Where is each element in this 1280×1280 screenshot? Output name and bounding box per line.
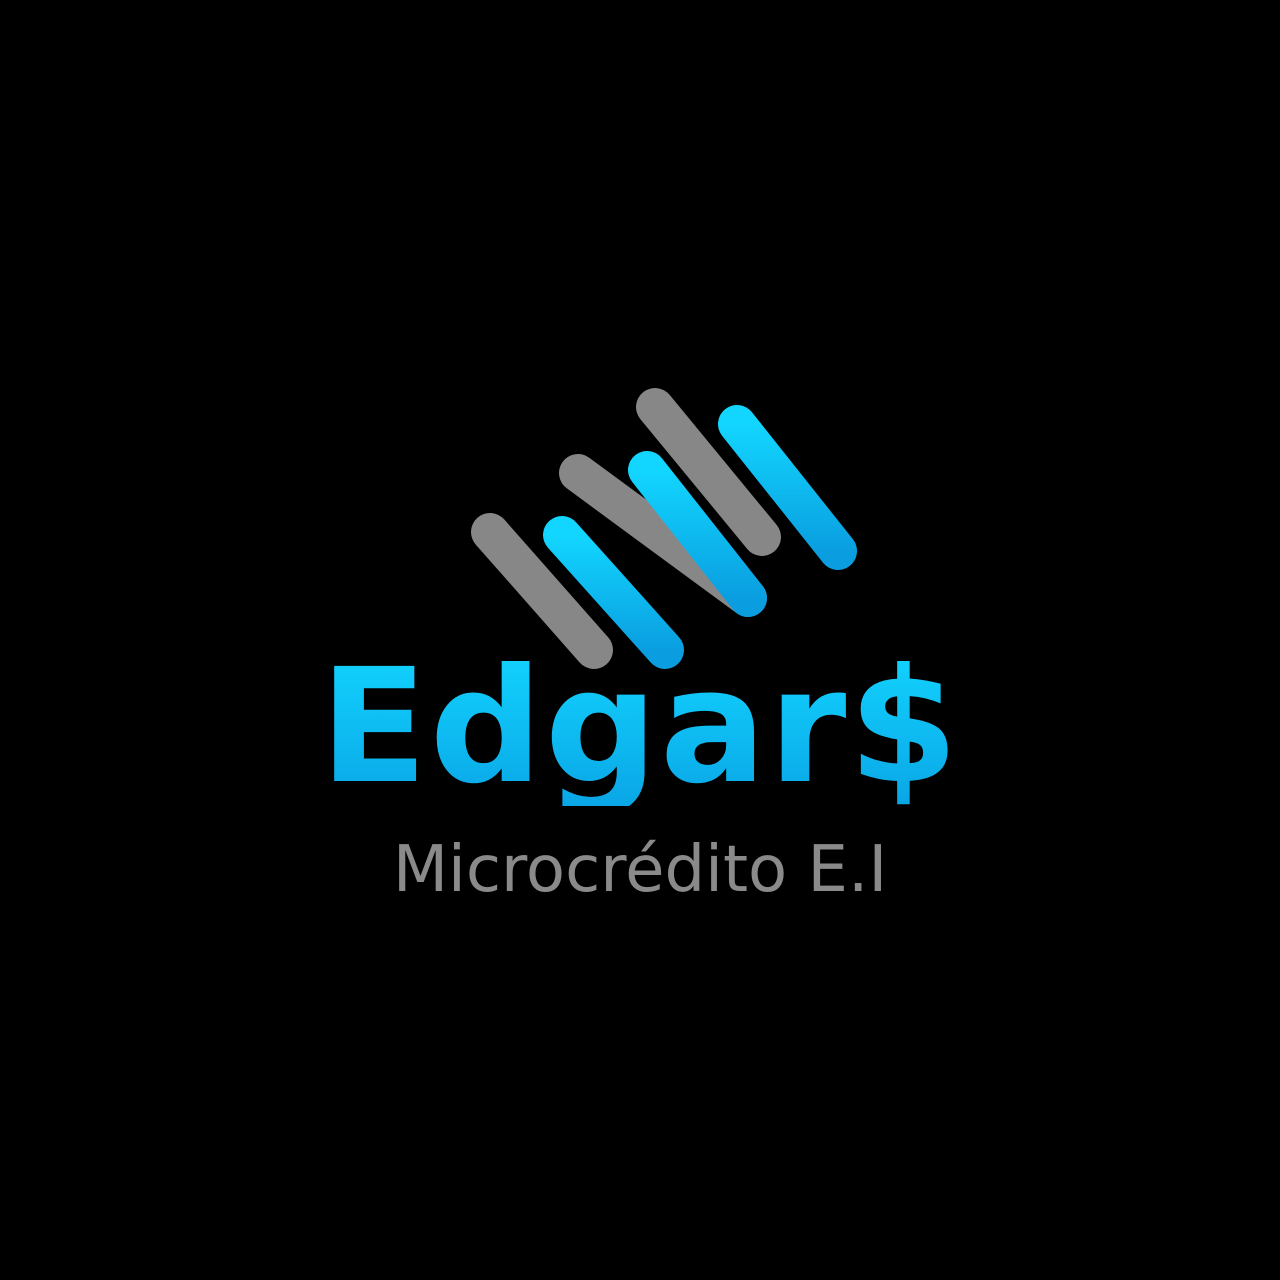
stripe-gray-1 bbox=[471, 513, 613, 669]
stripe-blue-1 bbox=[543, 516, 684, 669]
tagline: Microcrédito E.I bbox=[392, 833, 888, 907]
stripe-gray-3 bbox=[636, 388, 781, 556]
stripe-blue-2 bbox=[628, 451, 767, 617]
stripe-blue-3 bbox=[718, 405, 857, 570]
brand-name: Edgar$ bbox=[0, 648, 1280, 806]
